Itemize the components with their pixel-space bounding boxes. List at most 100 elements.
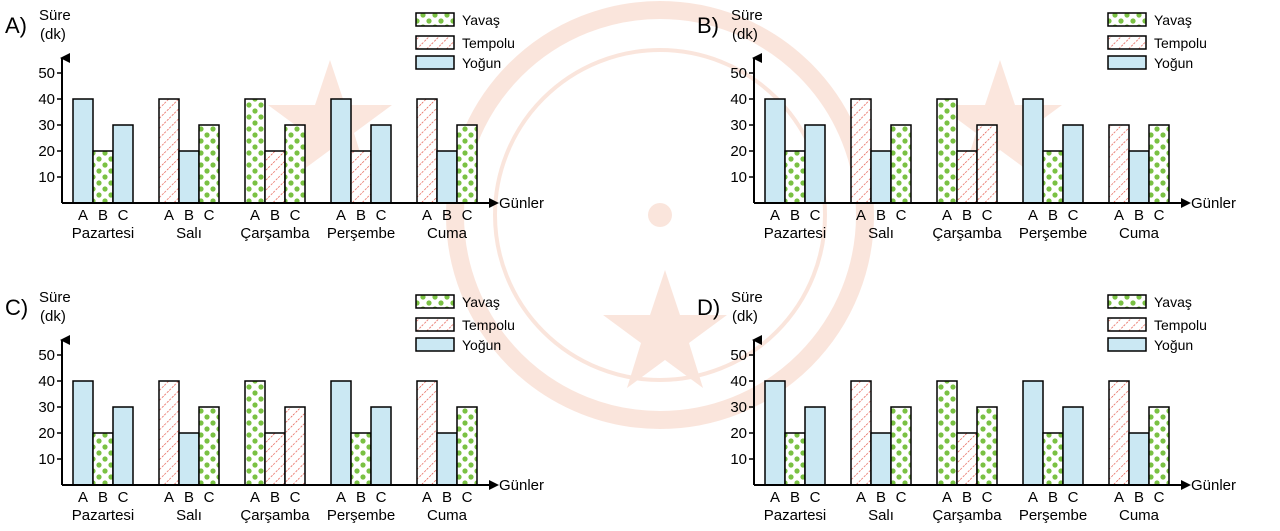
bar-letter: C	[982, 207, 993, 224]
bar-tempolu	[350, 150, 372, 204]
day-label: Salı	[176, 225, 202, 242]
day-label: Çarşamba	[240, 225, 310, 242]
bar-yavas	[198, 406, 220, 486]
bar-yavas	[92, 150, 114, 204]
bar-tempolu	[284, 406, 306, 486]
bar-letter: B	[442, 207, 452, 224]
bar-letter: B	[356, 207, 366, 224]
day-label: Çarşamba	[932, 507, 1002, 524]
bar-letter: C	[118, 489, 129, 506]
legend-label: Yavaş	[1154, 294, 1192, 310]
bar-yogun	[870, 150, 892, 204]
bar-letter: B	[962, 489, 972, 506]
x-axis-label: Günler	[1191, 477, 1236, 494]
legend-label: Yavaş	[1154, 12, 1192, 28]
bar-letter: B	[1134, 489, 1144, 506]
bar-letter: A	[422, 207, 432, 224]
day-label: Cuma	[1119, 225, 1160, 242]
bar-yogun	[1022, 380, 1044, 486]
bar-tempolu	[956, 432, 978, 486]
legend-swatch-yavas	[1107, 12, 1147, 27]
bar-letter: B	[356, 489, 366, 506]
bar-letter: B	[790, 489, 800, 506]
bar-tempolu	[264, 150, 286, 204]
option-label: A)	[5, 13, 27, 38]
legend-label: Yoğun	[1154, 337, 1193, 353]
bar-letter: A	[1114, 489, 1124, 506]
y-tick-label: 30	[38, 117, 55, 134]
bar-yavas	[1148, 124, 1170, 204]
bar-letter: A	[770, 207, 780, 224]
bar-yavas	[784, 150, 806, 204]
y-tick-label: 10	[38, 169, 55, 186]
bar-yavas	[1042, 150, 1064, 204]
bar-letter: A	[770, 489, 780, 506]
day-label: Çarşamba	[932, 225, 1002, 242]
bar-yogun	[330, 380, 352, 486]
bar-letter: B	[184, 489, 194, 506]
bar-yogun	[804, 406, 826, 486]
bar-letter: B	[270, 207, 280, 224]
bar-letter: B	[1048, 489, 1058, 506]
bar-yavas	[1148, 406, 1170, 486]
bar-yavas	[92, 432, 114, 486]
bar-letter: C	[204, 489, 215, 506]
y-axis-unit: (dk)	[40, 308, 66, 325]
y-axis-unit: (dk)	[732, 26, 758, 43]
option-label: B)	[697, 13, 719, 38]
y-tick-label: 50	[38, 65, 55, 82]
bar-letter: C	[376, 489, 387, 506]
bar-tempolu	[158, 380, 180, 486]
bar-yavas	[936, 380, 958, 486]
bar-letter: B	[442, 489, 452, 506]
bar-yogun	[436, 150, 458, 204]
legend-swatch-yavas	[415, 294, 455, 309]
bar-letter: B	[876, 489, 886, 506]
bar-letter: C	[810, 207, 821, 224]
day-label: Cuma	[1119, 507, 1160, 524]
day-label: Salı	[176, 507, 202, 524]
bar-letter: B	[98, 489, 108, 506]
bar-letter: A	[336, 489, 346, 506]
bar-yogun	[804, 124, 826, 204]
bar-yavas	[198, 124, 220, 204]
y-axis-label: Süre	[39, 289, 71, 306]
bar-letter: A	[1028, 207, 1038, 224]
y-tick-label: 40	[730, 373, 747, 390]
y-axis-label: Süre	[39, 7, 71, 24]
bar-yogun	[112, 406, 134, 486]
y-tick-label: 10	[730, 451, 747, 468]
legend-swatch-tempolu	[415, 317, 455, 332]
bar-letter: A	[422, 489, 432, 506]
bar-letter: A	[164, 489, 174, 506]
y-axis-unit: (dk)	[40, 26, 66, 43]
bar-yogun	[370, 406, 392, 486]
bar-letter: A	[1114, 207, 1124, 224]
legend-label: Tempolu	[462, 317, 515, 333]
bar-letter: A	[250, 207, 260, 224]
y-tick-label: 10	[38, 451, 55, 468]
legend-label: Tempolu	[1154, 35, 1207, 51]
bar-yogun	[1128, 432, 1150, 486]
bar-letter: B	[270, 489, 280, 506]
day-label: Pazartesi	[764, 225, 827, 242]
day-label: Perşembe	[327, 507, 395, 524]
y-tick-label: 40	[730, 91, 747, 108]
y-tick-label: 50	[730, 65, 747, 82]
bar-letter: A	[250, 489, 260, 506]
day-label: Salı	[868, 225, 894, 242]
bar-letter: A	[942, 207, 952, 224]
y-axis-unit: (dk)	[732, 308, 758, 325]
bar-yavas	[976, 406, 998, 486]
bar-tempolu	[956, 150, 978, 204]
bar-letter: C	[896, 207, 907, 224]
bar-yavas	[890, 124, 912, 204]
bar-letter: B	[184, 207, 194, 224]
day-label: Perşembe	[1019, 507, 1087, 524]
bar-yavas	[784, 432, 806, 486]
bar-tempolu	[976, 124, 998, 204]
x-axis-label: Günler	[499, 477, 544, 494]
legend-swatch-tempolu	[1107, 317, 1147, 332]
